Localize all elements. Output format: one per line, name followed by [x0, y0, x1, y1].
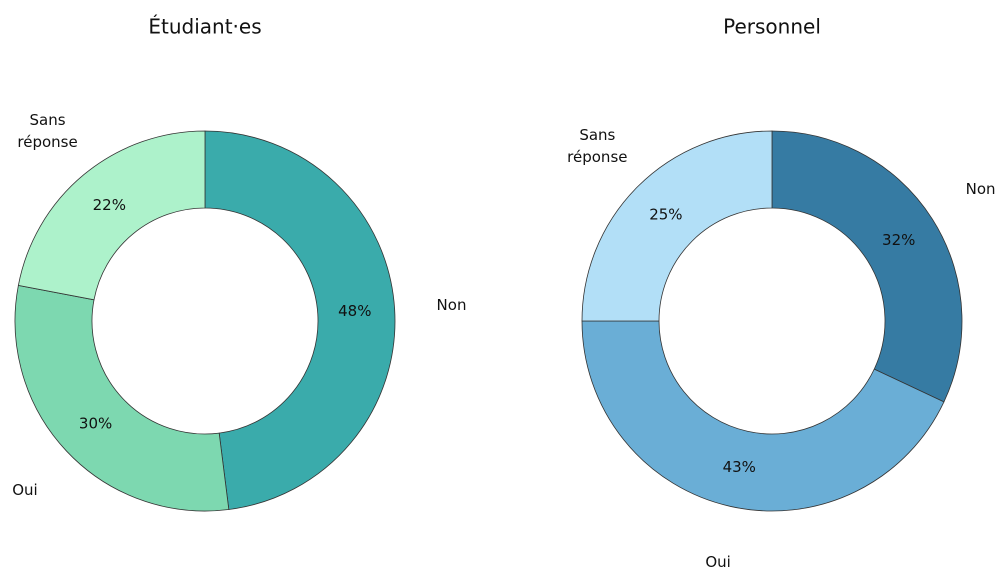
value-label: 43% — [723, 458, 756, 476]
value-label: 25% — [649, 205, 682, 223]
chart-title: Étudiant·es — [148, 15, 261, 39]
value-label: 48% — [338, 302, 371, 320]
donut-slice — [204, 130, 396, 510]
category-label: Non — [965, 179, 996, 198]
value-label: 22% — [93, 196, 126, 214]
chart-title: Personnel — [723, 15, 821, 39]
value-label: 30% — [79, 414, 112, 432]
category-label: Non — [436, 296, 467, 315]
donut-slice — [14, 284, 230, 512]
donut-slice — [771, 130, 963, 403]
category-label: Sans réponse — [17, 110, 78, 151]
category-label: Oui — [705, 553, 731, 570]
donut-slice — [17, 130, 206, 301]
category-label: Sans réponse — [567, 126, 628, 167]
donut-slice — [581, 320, 945, 512]
category-label: Oui — [12, 481, 38, 500]
donut-slice — [581, 130, 773, 322]
value-label: 32% — [882, 231, 915, 249]
